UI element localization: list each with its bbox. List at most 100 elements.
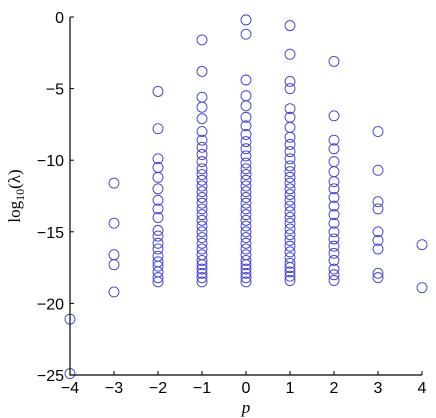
data-point (328, 269, 340, 281)
data-point (240, 128, 252, 140)
data-point (152, 272, 164, 284)
data-point (328, 134, 340, 146)
data-point (328, 55, 340, 67)
data-point (152, 260, 164, 272)
data-point (240, 90, 252, 102)
x-tick-label: 2 (330, 380, 339, 397)
x-tick-label: 1 (286, 380, 295, 397)
data-point (372, 226, 384, 238)
data-point (328, 183, 340, 195)
data-point (196, 134, 208, 146)
x-tick-label: 0 (242, 380, 251, 397)
data-point (196, 174, 208, 186)
data-point (196, 267, 208, 279)
data-point (328, 200, 340, 212)
data-point (196, 101, 208, 113)
data-point (196, 214, 208, 226)
data-point (196, 243, 208, 255)
data-point (196, 156, 208, 168)
data-point (328, 191, 340, 203)
data-point (152, 171, 164, 183)
data-point (328, 217, 340, 229)
data-point (152, 153, 164, 165)
data-point (152, 237, 164, 249)
data-point (328, 110, 340, 122)
data-point (240, 163, 252, 175)
data-point (240, 169, 252, 180)
data-point (284, 262, 296, 274)
data-point (240, 249, 252, 261)
data-point (196, 65, 208, 77)
data-point (152, 276, 164, 288)
data-point (240, 220, 252, 232)
data-point (240, 276, 252, 288)
data-point (240, 136, 252, 148)
data-point (372, 243, 384, 255)
data-point (196, 254, 208, 266)
data-point (328, 275, 340, 286)
data-point (240, 237, 252, 249)
axis-lines (69, 17, 422, 376)
data-point (196, 191, 208, 203)
data-point (152, 250, 164, 262)
y-axis-label-argument: (λ) (5, 169, 24, 189)
data-point (240, 267, 252, 279)
data-point (196, 203, 208, 215)
data-point (284, 217, 296, 229)
tick-label-layer: −4 −3 −2 −1 0 1 2 3 40−5−10−15−20−25 (37, 10, 427, 397)
data-point (152, 224, 164, 236)
data-point (108, 259, 120, 271)
data-point (240, 272, 252, 284)
data-point (284, 138, 296, 150)
data-point (152, 230, 164, 242)
data-point (284, 229, 296, 241)
data-point (196, 276, 208, 288)
data-point (328, 254, 340, 266)
data-point (284, 171, 296, 183)
data-point (328, 209, 340, 221)
y-tick-label: −25 (37, 368, 64, 385)
data-point (284, 212, 296, 223)
data-point (284, 189, 296, 201)
data-point (196, 113, 208, 125)
data-point (196, 180, 208, 192)
y-tick-label: −5 (46, 82, 64, 99)
data-point (108, 177, 120, 189)
data-point (328, 247, 340, 259)
data-point (284, 121, 296, 133)
data-point (284, 183, 296, 195)
y-tick-label: 0 (55, 10, 64, 27)
data-point (284, 200, 296, 212)
data-point (328, 226, 340, 238)
data-point (152, 194, 164, 206)
data-point (328, 166, 340, 178)
data-point (284, 153, 296, 165)
data-point (152, 256, 164, 268)
data-point (284, 246, 296, 258)
data-point (284, 103, 296, 115)
data-point (372, 164, 384, 176)
data-point (284, 223, 296, 235)
data-point (328, 156, 340, 168)
data-point (372, 267, 384, 279)
marker-layer (64, 14, 428, 380)
data-point (196, 237, 208, 249)
data-point (196, 249, 208, 261)
data-point (108, 217, 120, 229)
data-point (372, 126, 384, 138)
data-point (284, 266, 296, 278)
data-point (240, 120, 252, 132)
data-point (196, 34, 208, 46)
x-tick-label: 3 (374, 380, 383, 397)
data-point (284, 252, 296, 264)
data-point (196, 186, 208, 198)
data-point (152, 183, 164, 195)
data-point (284, 234, 296, 246)
data-point (240, 259, 252, 271)
data-point (108, 286, 120, 298)
data-point (240, 226, 252, 238)
data-point (328, 233, 340, 245)
data-point (284, 131, 296, 143)
data-point (240, 14, 252, 26)
